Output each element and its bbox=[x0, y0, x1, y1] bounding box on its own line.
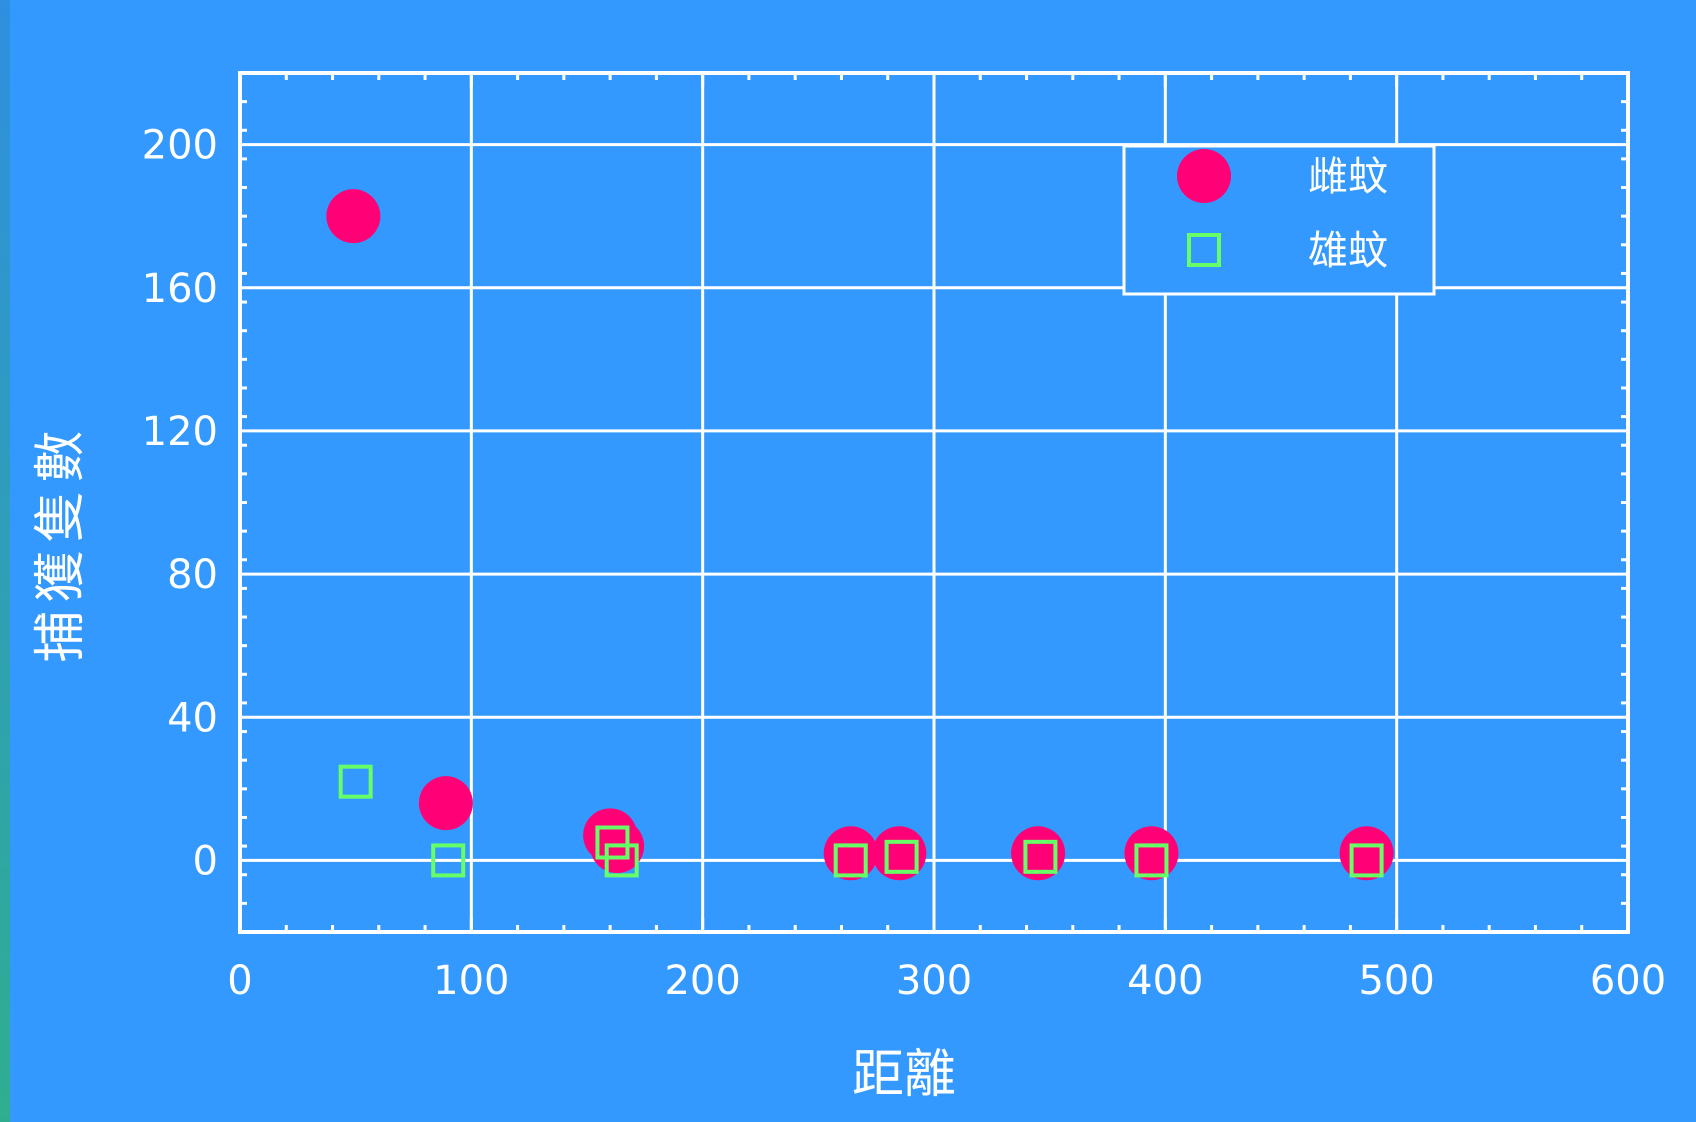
male-point bbox=[595, 825, 630, 860]
x-tick-label: 100 bbox=[433, 958, 509, 1004]
x-tick-label: 500 bbox=[1358, 958, 1434, 1004]
data-points bbox=[326, 189, 1394, 881]
tick-labels: 0 100 200 300 400 500 600 0 40 80 120 160 200 bbox=[142, 123, 1667, 1004]
male-point bbox=[884, 839, 919, 874]
male-point bbox=[338, 764, 373, 799]
legend-box bbox=[1122, 144, 1436, 296]
female-point bbox=[326, 189, 381, 244]
female-point bbox=[418, 776, 473, 831]
male-point bbox=[1023, 839, 1058, 874]
y-tick-label: 120 bbox=[142, 409, 218, 455]
x-tick-label: 0 bbox=[227, 958, 252, 1004]
legend-male-label: 雄蚊 bbox=[1308, 228, 1388, 274]
male-point bbox=[604, 843, 639, 878]
legend-female-marker bbox=[1177, 149, 1231, 203]
y-tick-label: 80 bbox=[167, 552, 218, 598]
female-point bbox=[823, 826, 878, 881]
y-tick-label: 160 bbox=[142, 266, 218, 312]
window-edge bbox=[0, 0, 10, 1122]
male-point bbox=[833, 843, 868, 878]
x-tick-label: 600 bbox=[1590, 958, 1666, 1004]
legend-male-marker bbox=[1187, 233, 1221, 267]
female-point bbox=[1124, 826, 1179, 881]
male-point bbox=[431, 843, 466, 878]
x-tick-label: 200 bbox=[664, 958, 740, 1004]
y-tick-label: 200 bbox=[142, 123, 218, 169]
y-axis-title: 捕獲隻數 bbox=[31, 422, 91, 662]
y-tick-label: 40 bbox=[167, 695, 218, 741]
male-point bbox=[1134, 843, 1169, 878]
x-tick-label: 400 bbox=[1127, 958, 1203, 1004]
legend-female-label: 雌蚊 bbox=[1308, 154, 1388, 200]
x-axis-title: 距離 bbox=[852, 1045, 956, 1105]
male-point bbox=[1349, 843, 1384, 878]
female-point bbox=[1339, 826, 1394, 881]
axis-ticks bbox=[238, 71, 1630, 934]
y-tick-label: 0 bbox=[193, 838, 218, 884]
x-tick-label: 300 bbox=[896, 958, 972, 1004]
